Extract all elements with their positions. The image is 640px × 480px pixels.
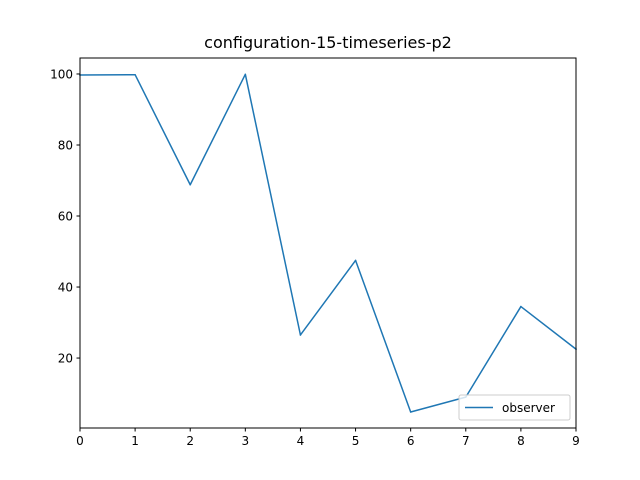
- y-tick-label-80: 80: [58, 138, 73, 152]
- data-point-observer-1: [134, 73, 136, 76]
- x-tick-label-6: 6: [407, 434, 415, 448]
- x-tick-label-7: 7: [462, 434, 470, 448]
- x-tick-label-9: 9: [572, 434, 580, 448]
- chart-title: configuration-15-timeseries-p2: [204, 33, 452, 52]
- x-tick-label-2: 2: [186, 434, 194, 448]
- x-tick-label-4: 4: [297, 434, 305, 448]
- series-line-observer: [79, 73, 578, 413]
- data-point-observer-6: [409, 411, 412, 413]
- legend: observer: [458, 394, 571, 421]
- legend-label-observer: observer: [502, 401, 555, 415]
- legend-box: [458, 394, 571, 421]
- y-tick-label-100: 100: [50, 67, 73, 81]
- x-tick-label-8: 8: [517, 434, 525, 448]
- data-point-observer-5: [354, 259, 357, 262]
- x-tick-label-0: 0: [76, 434, 84, 448]
- data-point-observer-3: [244, 73, 247, 76]
- data-point-observer-4: [299, 334, 302, 336]
- y-tick-label-60: 60: [58, 210, 73, 224]
- axes: 0 1 2 3 4 5 6 7 8 9 20 40 60 80 100: [50, 57, 580, 448]
- x-tick-label-5: 5: [352, 434, 360, 448]
- x-tick-label-3: 3: [242, 434, 250, 448]
- y-tick-label-40: 40: [58, 281, 73, 295]
- x-tick-label-1: 1: [131, 434, 139, 448]
- data-point-observer-8: [520, 305, 522, 308]
- plot-area: [79, 73, 578, 413]
- y-tick-label-20: 20: [58, 352, 73, 366]
- axes-frame: [79, 57, 577, 429]
- data-point-observer-2: [189, 184, 191, 186]
